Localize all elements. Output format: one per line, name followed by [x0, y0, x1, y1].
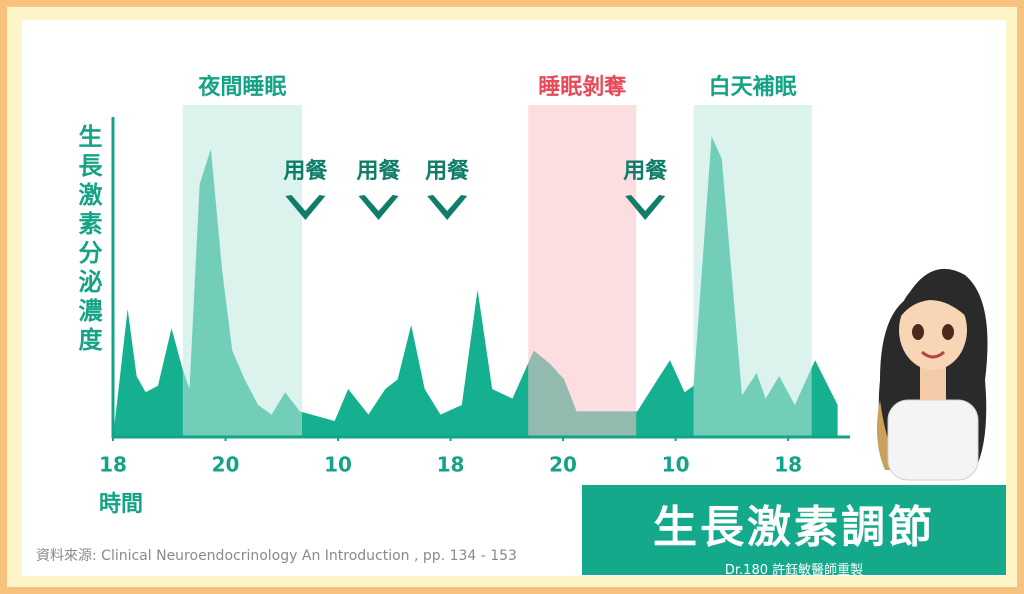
- band-label: 夜間睡眠: [197, 74, 286, 100]
- y-axis-label: 生長激素分泌濃度: [74, 124, 102, 356]
- hair-tip: [876, 400, 900, 470]
- mouth: [920, 350, 946, 359]
- eye: [912, 324, 924, 340]
- coat: [887, 399, 979, 481]
- face: [899, 290, 967, 370]
- x-tick-label: 10: [662, 453, 690, 477]
- band-label: 白天補眠: [709, 74, 797, 100]
- bangs: [898, 284, 970, 320]
- band-label: 睡眠剝奪: [538, 74, 627, 100]
- annotation-marker: [285, 195, 326, 220]
- band: [182, 105, 303, 437]
- annotation-label: 用餐: [283, 159, 328, 184]
- annotation-marker: [358, 195, 399, 220]
- eye: [942, 324, 954, 340]
- title: 生長激素調節: [653, 502, 935, 553]
- annotation-label: 用餐: [425, 159, 470, 184]
- x-tick-label: 18: [99, 453, 127, 477]
- subtitle: Dr.180 許鈺敏醫師重製: [724, 563, 864, 578]
- band: [693, 105, 812, 437]
- annotation-marker: [427, 195, 468, 220]
- x-tick-label: 18: [437, 453, 465, 477]
- annotation-marker: [625, 195, 666, 220]
- x-axis-label: 時間: [99, 492, 144, 517]
- x-tick-label: 10: [324, 453, 352, 477]
- x-tick-label: 20: [212, 453, 240, 477]
- band: [528, 105, 637, 437]
- annotation-label: 用餐: [357, 159, 402, 184]
- x-tick-label: 18: [774, 453, 802, 477]
- source-note: 資料來源: Clinical Neuroendocrinology An Int…: [36, 548, 517, 564]
- doctor-illustration: [876, 268, 988, 481]
- annotation-label: 用餐: [623, 159, 668, 184]
- x-tick-label: 20: [549, 453, 577, 477]
- title-box: 生長激素調節 Dr.180 許鈺敏醫師重製: [582, 485, 1006, 578]
